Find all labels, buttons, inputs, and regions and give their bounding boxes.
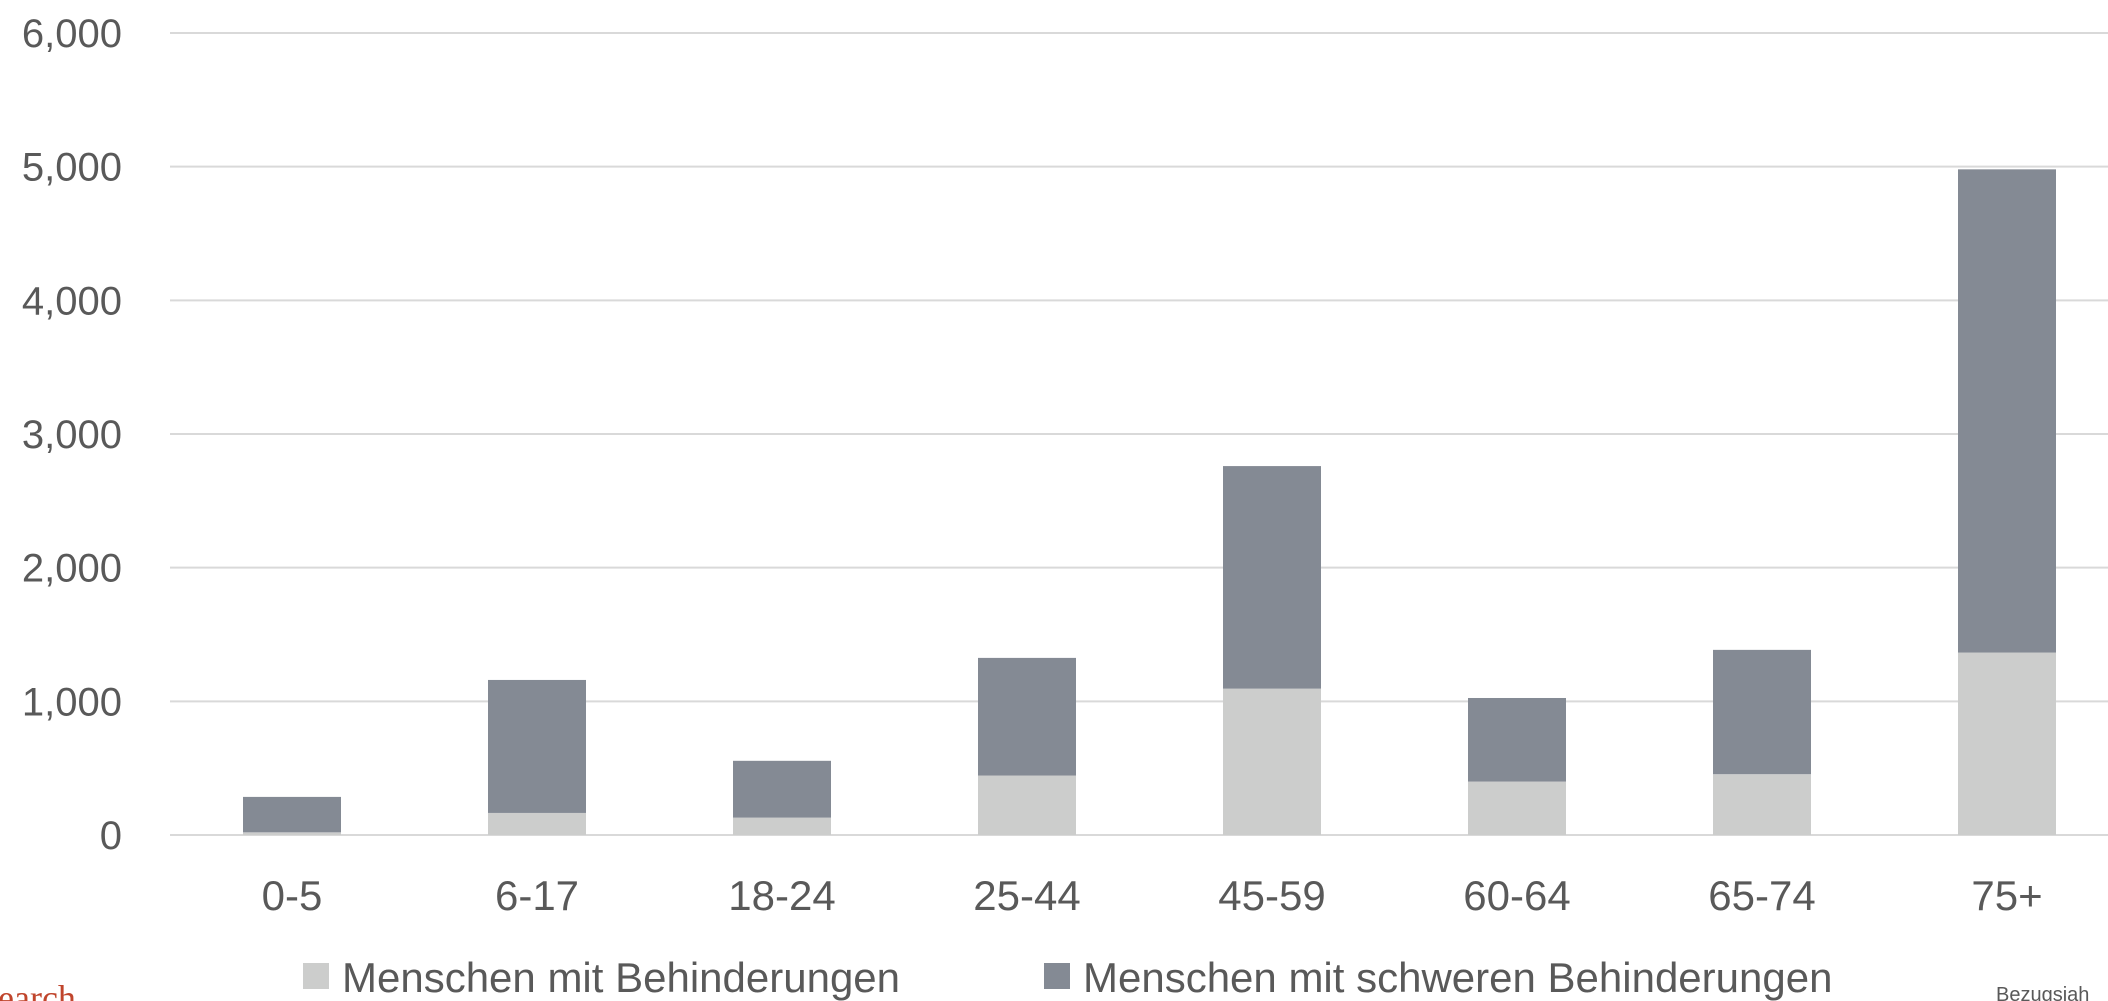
gridlines bbox=[170, 32, 2108, 836]
x-axis-category-labels: 0-5 6-17 18-24 25-44 45-59 60-64 65-74 75+ bbox=[262, 872, 2043, 919]
legend: Menschen mit Behinderungen Menschen mit s… bbox=[303, 954, 1832, 1001]
x-category-label: 75+ bbox=[1971, 872, 2042, 919]
y-tick-label: 2,000 bbox=[22, 547, 122, 591]
bar-segment-schwere-behinderungen-6-17 bbox=[488, 679, 586, 813]
legend-swatch bbox=[1044, 963, 1070, 989]
x-category-label: 18-24 bbox=[728, 872, 835, 919]
x-category-label: 6-17 bbox=[495, 872, 579, 919]
y-axis-tick-labels: 0 1,000 2,000 3,000 4,000 5,000 6,000 bbox=[22, 12, 122, 858]
x-category-label: 60-64 bbox=[1463, 872, 1570, 919]
bar-segment-behinderungen-75+ bbox=[1958, 652, 2056, 835]
cropped-reference-year-text: Bezugsjah bbox=[1996, 984, 2089, 1001]
x-category-label: 65-74 bbox=[1708, 872, 1815, 919]
bar-segment-schwere-behinderungen-18-24 bbox=[733, 760, 831, 818]
y-tick-label: 4,000 bbox=[22, 279, 122, 323]
legend-label: Menschen mit schweren Behinderungen bbox=[1083, 954, 1832, 1001]
bar-segment-schwere-behinderungen-25-44 bbox=[978, 657, 1076, 776]
x-category-label: 25-44 bbox=[973, 872, 1080, 919]
y-tick-label: 6,000 bbox=[22, 12, 122, 56]
bar-segment-schwere-behinderungen-60-64 bbox=[1468, 697, 1566, 782]
legend-label: Menschen mit Behinderungen bbox=[342, 954, 900, 1001]
y-tick-label: 0 bbox=[100, 814, 122, 858]
x-category-label: 45-59 bbox=[1218, 872, 1325, 919]
bar-segment-schwere-behinderungen-75+ bbox=[1958, 169, 2056, 653]
bar-segment-schwere-behinderungen-0-5 bbox=[243, 796, 341, 833]
bar-segment-schwere-behinderungen-65-74 bbox=[1713, 649, 1811, 775]
bar-segment-schwere-behinderungen-45-59 bbox=[1223, 466, 1321, 689]
bar-segment-behinderungen-0-5 bbox=[243, 832, 341, 835]
bar-segment-behinderungen-25-44 bbox=[978, 775, 1076, 835]
bar-segment-behinderungen-45-59 bbox=[1223, 688, 1321, 835]
x-category-label: 0-5 bbox=[262, 872, 323, 919]
bar-segment-behinderungen-60-64 bbox=[1468, 781, 1566, 835]
y-tick-label: 5,000 bbox=[22, 146, 122, 190]
y-tick-label: 1,000 bbox=[22, 680, 122, 724]
bars bbox=[243, 169, 2056, 835]
legend-swatch bbox=[303, 963, 329, 989]
cropped-source-text: earch bbox=[0, 978, 76, 1001]
bar-segment-behinderungen-65-74 bbox=[1713, 774, 1811, 835]
bar-segment-behinderungen-6-17 bbox=[488, 812, 586, 835]
y-tick-label: 3,000 bbox=[22, 413, 122, 457]
bar-segment-behinderungen-18-24 bbox=[733, 817, 831, 835]
